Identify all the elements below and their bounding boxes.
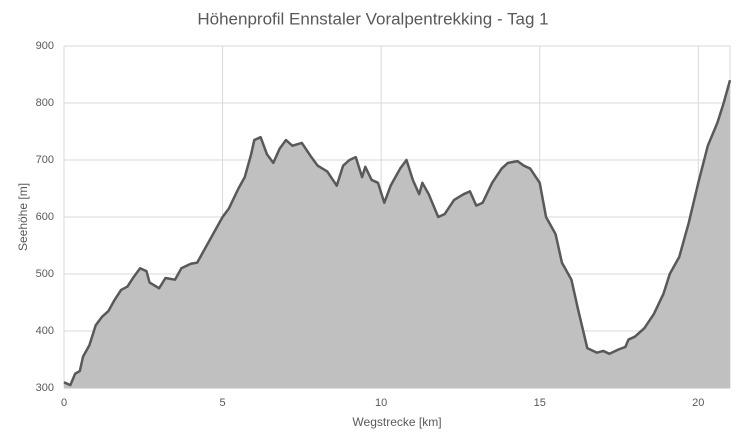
- y-tick-label: 500: [36, 268, 54, 280]
- line: [63, 79, 732, 387]
- area: [64, 80, 730, 388]
- y-tick-label: 700: [36, 154, 54, 166]
- y-tick-label: 300: [36, 382, 54, 394]
- y-axis-label: Seehöhe [m]: [16, 183, 30, 251]
- x-tick-label: 0: [61, 397, 67, 409]
- y-tick-label: 800: [36, 97, 54, 109]
- x-tick-label: 15: [534, 397, 546, 409]
- x-tick-label: 10: [375, 397, 387, 409]
- y-tick-label: 600: [36, 211, 54, 223]
- y-tick-label: 400: [36, 325, 54, 337]
- x-tick-label: 20: [692, 397, 704, 409]
- chart-title: Höhenprofil Ennstaler Voralpentrekking -…: [197, 9, 548, 28]
- x-axis-label: Wegstrecke [km]: [352, 415, 441, 429]
- y-tick-label: 900: [36, 40, 54, 52]
- x-tick-label: 5: [220, 397, 226, 409]
